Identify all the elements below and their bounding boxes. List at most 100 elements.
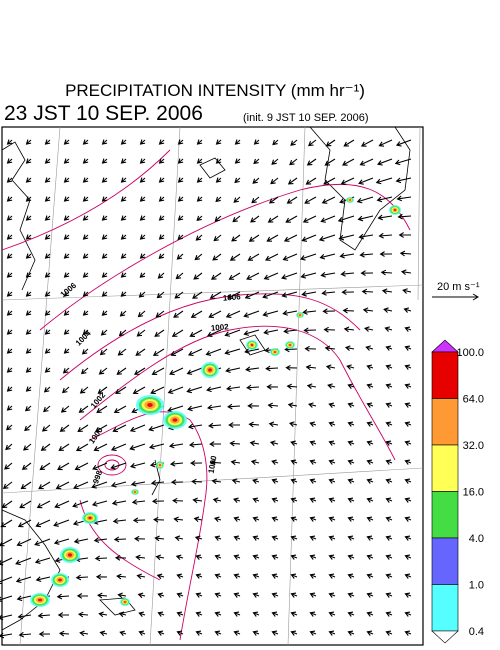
- wind-arrow: [98, 611, 108, 618]
- wind-arrow: [290, 440, 298, 447]
- wind-arrow: [366, 402, 374, 408]
- wind-arrow: [252, 611, 260, 617]
- wind-arrow: [139, 196, 146, 202]
- wind-arrow: [210, 459, 222, 466]
- wind-arrow: [252, 516, 260, 522]
- precip-cell: [88, 516, 92, 520]
- wind-arrow: [306, 158, 317, 166]
- wind-arrow: [306, 383, 317, 390]
- wind-arrow: [187, 405, 203, 412]
- wind-arrow: [252, 535, 260, 541]
- wind-arrow: [82, 253, 89, 259]
- wind-arrow: [397, 213, 412, 220]
- wind-arrow: [271, 630, 279, 636]
- wind-arrow: [172, 497, 184, 504]
- wind-arrow: [63, 196, 70, 202]
- wind-arrow: [400, 269, 412, 276]
- wind-arrow: [44, 291, 51, 297]
- wind-arrow: [328, 516, 336, 522]
- wind-arrow: [152, 348, 165, 356]
- wind-arrow: [139, 177, 146, 183]
- wind-arrow: [302, 309, 317, 315]
- wind-arrow: [118, 329, 127, 337]
- wind-arrow: [268, 196, 279, 204]
- wind-arrow: [358, 177, 374, 185]
- wind-arrow: [328, 478, 336, 484]
- wind-arrow: [167, 405, 184, 413]
- wind-arrow: [110, 443, 127, 452]
- wind-arrow: [134, 535, 146, 542]
- wind-arrow: [402, 288, 412, 294]
- wind-arrow: [25, 272, 32, 278]
- wind-vectors: [0, 139, 412, 639]
- wind-arrow: [6, 196, 13, 202]
- wind-arrow: [214, 630, 222, 636]
- wind-arrow: [188, 441, 203, 448]
- wind-arrow: [25, 386, 32, 392]
- wind-arrow: [193, 516, 203, 523]
- wind-arrow: [271, 573, 279, 579]
- wind-arrow: [196, 196, 203, 202]
- wind-arrow: [404, 554, 412, 560]
- wind-arrow: [120, 158, 127, 164]
- wind-arrow: [44, 177, 51, 183]
- wind-arrow: [18, 631, 32, 638]
- wind-arrow: [347, 592, 355, 598]
- wind-arrow: [321, 290, 336, 296]
- wind-arrow: [366, 497, 374, 503]
- wind-arrow: [193, 272, 203, 280]
- wind-arrow: [271, 459, 279, 466]
- wind-arrow: [96, 405, 108, 413]
- wind-arrow: [253, 139, 260, 145]
- wind-arrow: [208, 422, 222, 429]
- wind-arrow: [99, 348, 108, 356]
- wind-arrow: [328, 421, 336, 427]
- wind-arrow: [395, 139, 412, 147]
- wind-arrow: [213, 234, 222, 242]
- wind-arrow: [190, 460, 203, 466]
- wind-arrow: [248, 421, 260, 428]
- wind-arrow: [234, 158, 241, 164]
- wind-arrow: [195, 234, 203, 241]
- wind-arrow: [80, 367, 89, 375]
- wind-arrow: [323, 177, 336, 185]
- wind-arrow: [25, 139, 32, 145]
- wind-arrow: [79, 630, 89, 637]
- wind-arrow: [176, 573, 184, 579]
- wind-arrow: [404, 421, 412, 427]
- wind-arrow: [120, 196, 127, 202]
- wind-legend-label: 20 m s⁻¹: [437, 281, 480, 293]
- wind-arrow: [205, 348, 222, 356]
- wind-arrow: [308, 402, 317, 408]
- wind-arrow: [226, 385, 241, 392]
- wind-arrow: [17, 519, 32, 528]
- wind-arrow: [270, 177, 279, 185]
- wind-arrow: [213, 516, 222, 523]
- wind-arrow: [318, 234, 336, 242]
- wind-arrow: [57, 462, 70, 471]
- wind-arrow: [309, 611, 317, 617]
- wind-arrow: [229, 253, 241, 261]
- lon-line: [149, 126, 181, 646]
- wind-arrow: [34, 557, 51, 564]
- wind-arrow: [150, 386, 165, 395]
- wind-arrow: [138, 291, 146, 298]
- wind-arrow: [35, 519, 51, 528]
- wind-arrow: [44, 253, 51, 259]
- wind-arrow: [195, 592, 203, 598]
- wind-arrow: [101, 139, 108, 145]
- wind-arrow: [328, 535, 336, 541]
- wind-arrow: [281, 272, 298, 280]
- title: PRECIPITATION INTENSITY (mm hr⁻¹): [65, 81, 365, 100]
- wind-arrow: [347, 440, 355, 446]
- wind-arrow: [196, 158, 203, 164]
- wind-arrow: [99, 630, 108, 637]
- wind-arrow: [176, 592, 184, 598]
- colorbar-top: [431, 339, 459, 353]
- wind-arrow: [404, 402, 412, 408]
- wind-arrow: [360, 139, 374, 147]
- wind-arrow: [380, 269, 393, 276]
- wind-arrow: [366, 364, 374, 370]
- wind-arrow: [157, 272, 165, 279]
